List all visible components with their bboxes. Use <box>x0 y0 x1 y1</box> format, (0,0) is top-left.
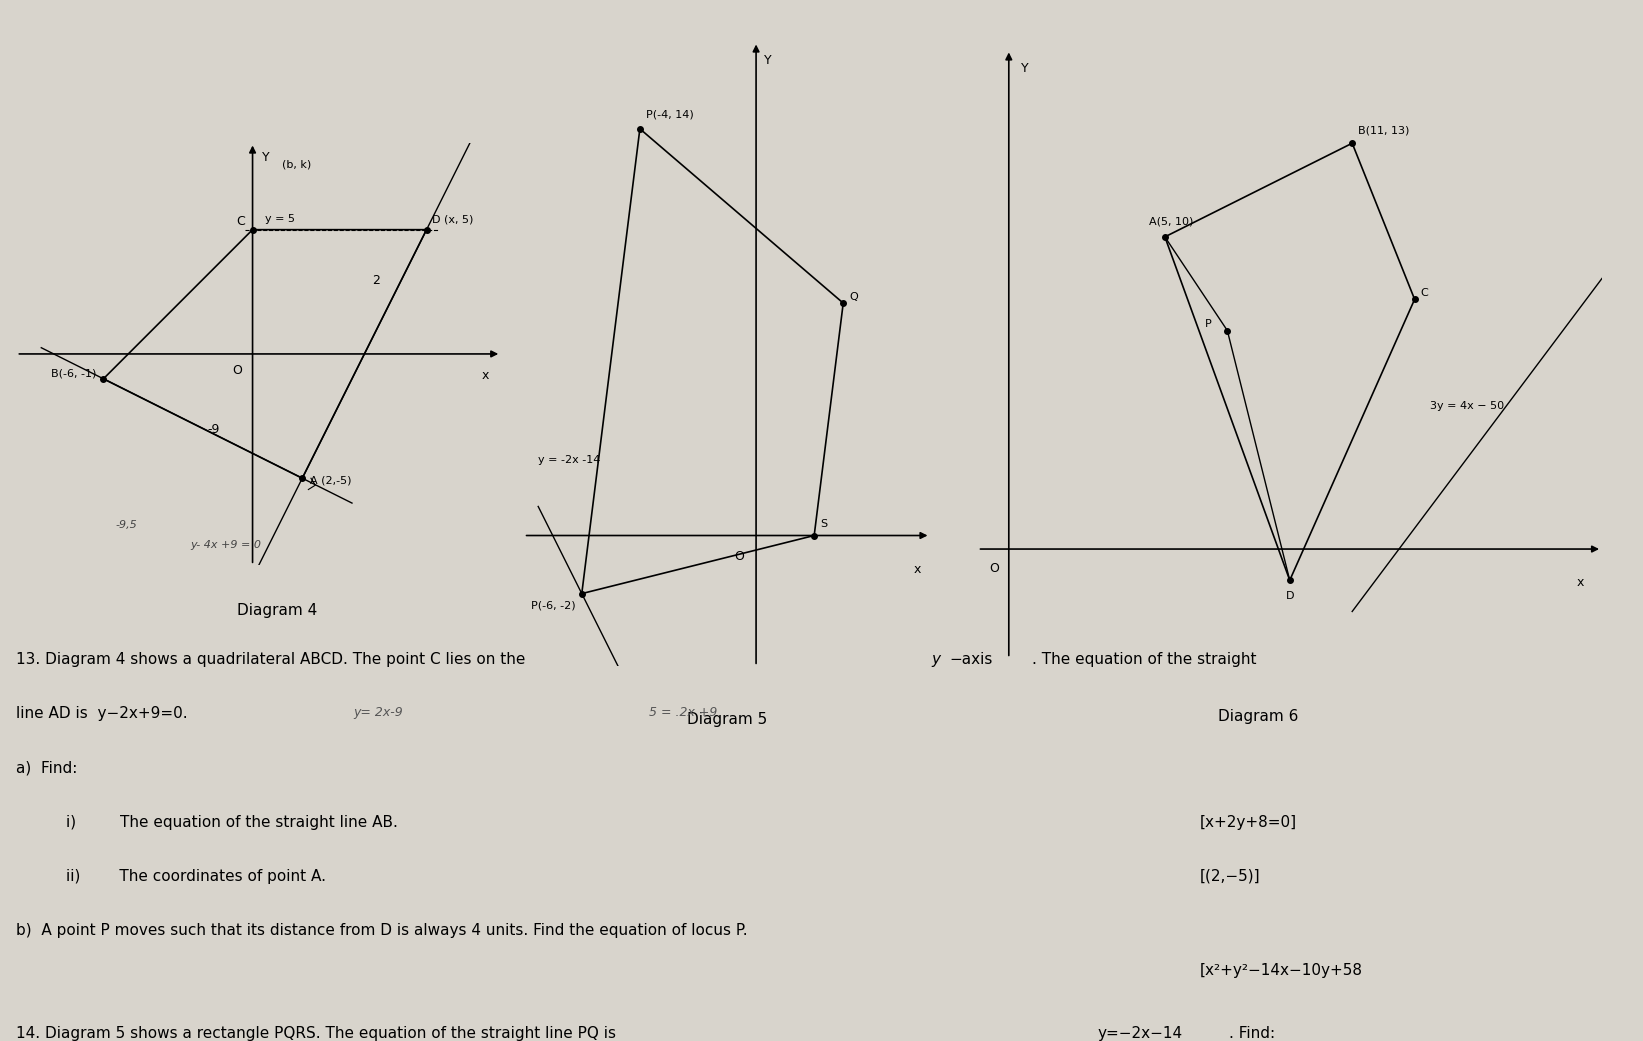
Text: x: x <box>481 370 490 382</box>
Text: line AD is  y−2x+9=0.: line AD is y−2x+9=0. <box>16 707 187 721</box>
Text: 2: 2 <box>371 275 380 287</box>
Text: b)  A point P moves such that its distance from D is always 4 units. Find the eq: b) A point P moves such that its distanc… <box>16 922 748 938</box>
Text: y- 4x +9 = 0: y- 4x +9 = 0 <box>191 540 261 550</box>
Text: Y: Y <box>1022 61 1029 75</box>
Text: C: C <box>237 214 245 228</box>
Text: B(11, 13): B(11, 13) <box>1359 126 1410 136</box>
Text: y: y <box>932 653 940 667</box>
Text: y = -2x -14: y = -2x -14 <box>539 455 601 465</box>
Text: ii)        The coordinates of point A.: ii) The coordinates of point A. <box>66 868 325 884</box>
Text: (b, k): (b, k) <box>283 159 312 170</box>
Text: 14. Diagram 5 shows a rectangle PQRS. The equation of the straight line PQ is: 14. Diagram 5 shows a rectangle PQRS. Th… <box>16 1025 621 1041</box>
Text: Diagram 4: Diagram 4 <box>237 603 317 618</box>
Text: . The equation of the straight: . The equation of the straight <box>1032 653 1257 667</box>
Text: [x+2y+8=0]: [x+2y+8=0] <box>1199 814 1296 830</box>
Text: P(-4, 14): P(-4, 14) <box>646 109 693 119</box>
Text: [(2,−5)]: [(2,−5)] <box>1199 868 1260 884</box>
Text: Y: Y <box>263 151 269 164</box>
Text: −axis: −axis <box>950 653 992 667</box>
Text: 13. Diagram 4 shows a quadrilateral ABCD. The point C lies on the: 13. Diagram 4 shows a quadrilateral ABCD… <box>16 653 531 667</box>
Text: -9: -9 <box>207 424 220 436</box>
Text: x: x <box>1577 576 1584 588</box>
Text: Diagram 6: Diagram 6 <box>1219 709 1298 723</box>
Text: O: O <box>989 561 999 575</box>
Text: S: S <box>820 518 826 529</box>
Text: 3y = 4x − 50: 3y = 4x − 50 <box>1429 401 1505 410</box>
Text: y=−2x−14: y=−2x−14 <box>1098 1025 1183 1041</box>
Text: P(-6, -2): P(-6, -2) <box>531 601 577 610</box>
Text: a)  Find:: a) Find: <box>16 760 77 776</box>
Text: D (x, 5): D (x, 5) <box>432 214 473 224</box>
Text: i)         The equation of the straight line AB.: i) The equation of the straight line AB. <box>66 814 398 830</box>
Text: A(5, 10): A(5, 10) <box>1148 217 1194 226</box>
Text: -9,5: -9,5 <box>117 519 138 530</box>
Text: P: P <box>1204 320 1211 329</box>
Text: D: D <box>1285 591 1295 601</box>
Text: [x²+y²−14x−10y+58: [x²+y²−14x−10y+58 <box>1199 963 1362 979</box>
Text: O: O <box>734 550 744 563</box>
Text: Y: Y <box>764 54 772 67</box>
Text: . Find:: . Find: <box>1229 1025 1275 1041</box>
Text: Diagram 5: Diagram 5 <box>687 712 767 728</box>
Text: C: C <box>1421 288 1429 298</box>
Text: 5 = .2x +9: 5 = .2x +9 <box>649 707 718 719</box>
Text: x: x <box>914 563 922 576</box>
Text: Q: Q <box>849 293 858 302</box>
Text: A (2,-5): A (2,-5) <box>311 475 352 485</box>
Text: O: O <box>233 364 243 377</box>
Text: y= 2x-9: y= 2x-9 <box>353 707 403 719</box>
Text: B(-6, -1): B(-6, -1) <box>51 369 95 378</box>
Text: y = 5: y = 5 <box>265 214 296 224</box>
